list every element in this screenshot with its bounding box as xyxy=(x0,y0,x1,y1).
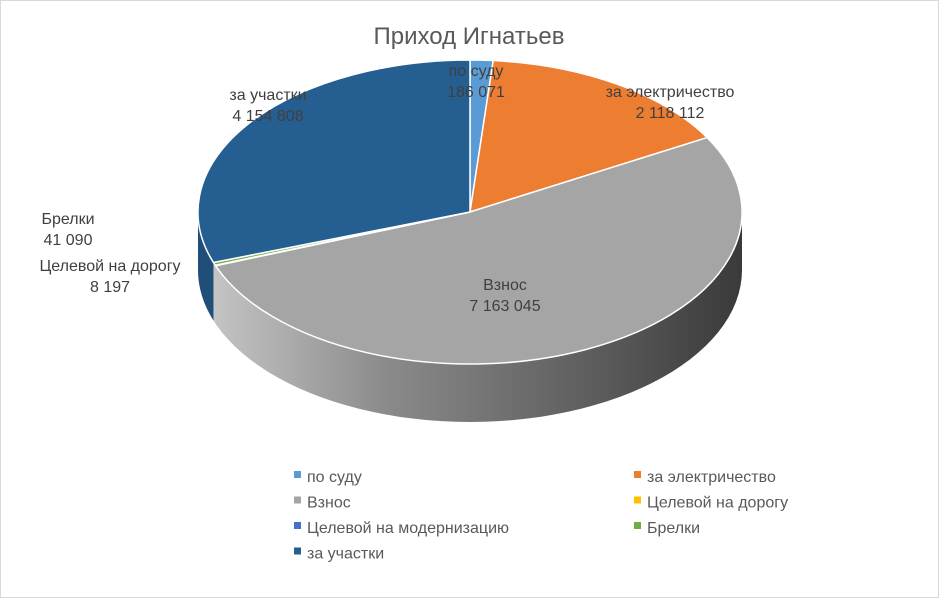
pie-slice-za-uchastki xyxy=(197,59,471,264)
data-label-tselevoy-na-dorogu: Целевой на дорогу 8 197 xyxy=(39,258,180,296)
legend-label-vznos: Взнос xyxy=(307,495,351,512)
legend-label-brelki: Брелки xyxy=(647,520,700,537)
data-label-value: 8 197 xyxy=(90,279,130,296)
legend-swatch-vznos xyxy=(294,496,301,504)
legend-swatch-tselevoy-na-modernizatsiyu xyxy=(294,522,301,529)
data-label-category: Брелки xyxy=(41,211,94,228)
legend-label-tselevoy-na-dorogu: Целевой на дорогу xyxy=(647,495,788,512)
legend-swatch-brelki xyxy=(634,522,641,529)
legend-item-tselevoy-na-modernizatsiyu: Целевой на модернизацию xyxy=(294,520,509,537)
pie-slice-za-elektrichestvo xyxy=(469,59,708,213)
legend-swatch-za-uchastki xyxy=(294,547,301,555)
legend-item-za-elektrichestvo: за электричество xyxy=(634,469,776,486)
pie-slice-vznos xyxy=(214,136,743,365)
data-label-category: Взнос xyxy=(483,277,527,294)
data-label-value: 7 163 045 xyxy=(469,298,540,315)
data-label-category: по суду xyxy=(449,63,504,80)
pie-side-wall-surface xyxy=(198,212,742,422)
data-label-value: 186 071 xyxy=(447,84,505,101)
data-label-value: 41 090 xyxy=(44,232,93,249)
data-label-category: за электричество xyxy=(606,84,735,101)
legend-item-za-uchastki: за участки xyxy=(294,546,384,563)
chart-title: Приход Игнатьев xyxy=(374,23,565,50)
legend-label-tselevoy-na-modernizatsiyu: Целевой на модернизацию xyxy=(307,520,509,537)
legend-label-za-elektrichestvo: за электричество xyxy=(647,469,776,486)
legend-item-vznos: Взнос xyxy=(294,495,351,512)
data-label-category: за участки xyxy=(229,87,306,104)
legend-label-po-sudu: по суду xyxy=(307,469,362,486)
data-label-vznos: Взнос 7 163 045 xyxy=(469,277,540,315)
legend-item-brelki: Брелки xyxy=(634,520,700,537)
data-label-po-sudu: по суду 186 071 xyxy=(447,63,505,101)
data-label-brelki: Брелки 41 090 xyxy=(41,211,94,249)
legend: по суду за электричество Взнос Целевой на д… xyxy=(294,469,788,563)
legend-item-po-sudu: по суду xyxy=(294,469,362,486)
pie-top-face xyxy=(197,59,743,365)
pie-data-labels: по суду 186 071 за электричество 2 118 112 В… xyxy=(39,63,734,315)
data-label-za-elektrichestvo: за электричество 2 118 112 xyxy=(606,84,735,122)
data-label-value: 2 118 112 xyxy=(636,105,705,122)
data-label-value: 4 154 808 xyxy=(232,108,303,125)
legend-swatch-tselevoy-na-dorogu xyxy=(634,496,641,504)
legend-swatch-za-elektrichestvo xyxy=(634,471,641,478)
legend-label-za-uchastki: за участки xyxy=(307,546,384,563)
data-label-category: Целевой на дорогу xyxy=(39,258,180,275)
data-label-za-uchastki: за участки 4 154 808 xyxy=(229,87,306,125)
legend-swatch-po-sudu xyxy=(294,471,301,478)
legend-item-tselevoy-na-dorogu: Целевой на дорогу xyxy=(634,495,788,512)
